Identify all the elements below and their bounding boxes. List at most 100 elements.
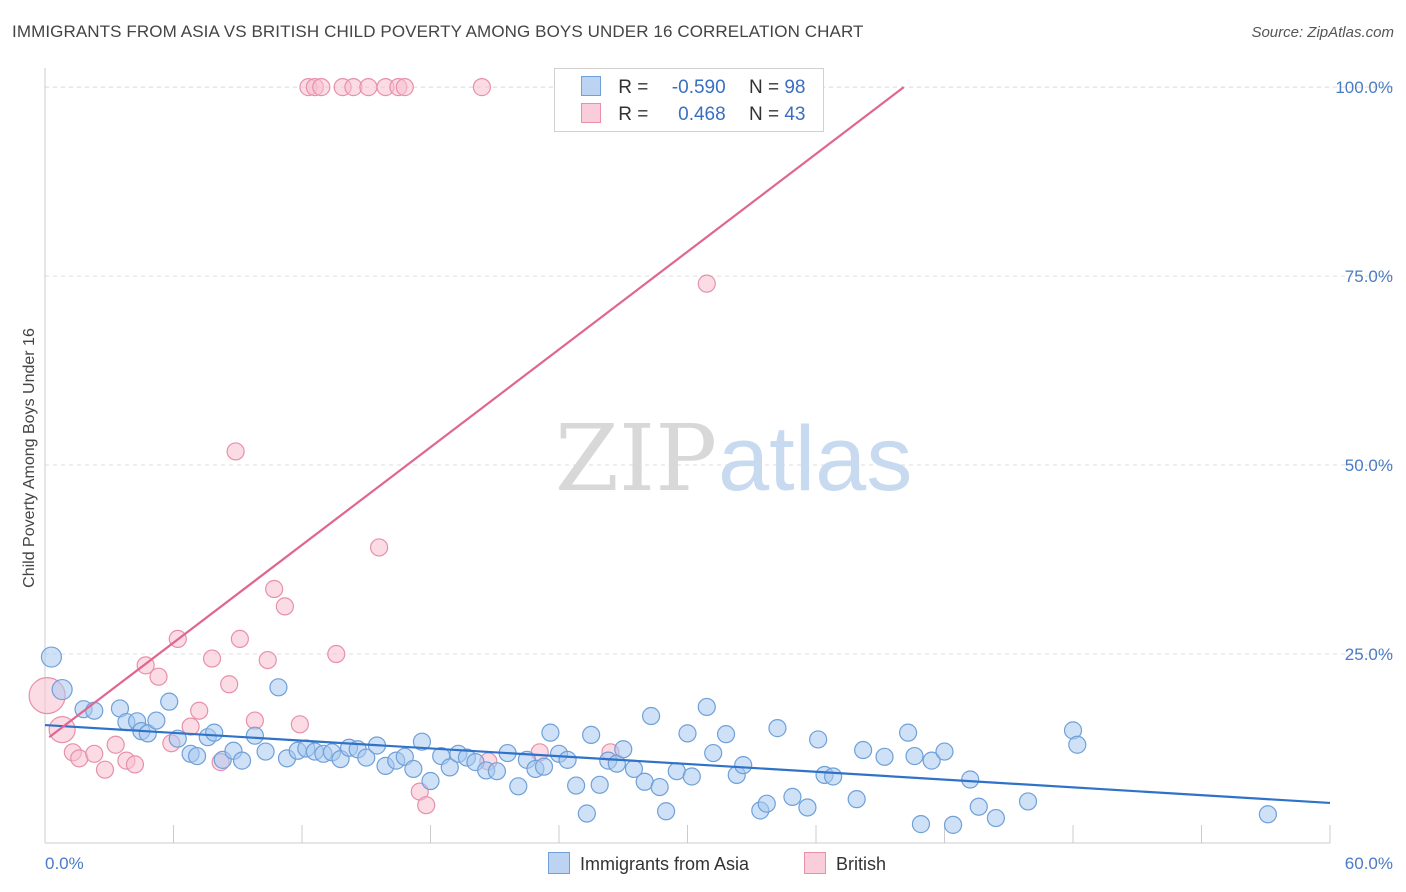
chart-title: IMMIGRANTS FROM ASIA VS BRITISH CHILD PO…	[12, 22, 864, 41]
asia-point	[898, 723, 918, 742]
asia-trend-line	[44, 723, 1331, 805]
asia-point	[487, 762, 506, 781]
asia-point	[783, 787, 802, 806]
legend-n-label: N =	[748, 104, 780, 125]
y-tick-label: 50.0%	[1345, 456, 1393, 475]
asia-point	[582, 725, 601, 745]
asia-point	[541, 723, 560, 742]
british-point	[190, 701, 209, 720]
asia-point	[650, 777, 669, 797]
asia-point	[682, 767, 701, 786]
british-point	[327, 644, 346, 664]
asia-legend-swatch	[548, 852, 570, 874]
legend-row-asia: R = -0.590 N = 98	[581, 76, 805, 100]
asia-swatch	[581, 76, 601, 96]
british-point	[85, 744, 104, 763]
british-point	[697, 274, 716, 293]
asia-point	[757, 794, 776, 813]
asia-point	[85, 701, 104, 720]
asia-point	[854, 740, 873, 760]
british-point	[202, 649, 222, 668]
y-tick-label: 100.0%	[1335, 78, 1393, 97]
british-point	[106, 735, 125, 754]
asia-point	[558, 750, 577, 769]
asia-point	[245, 726, 264, 745]
asia-point	[943, 815, 963, 834]
asia-point	[697, 697, 716, 717]
british-point	[370, 538, 389, 557]
british-point	[359, 78, 378, 97]
asia-point	[160, 692, 179, 711]
trend-lines	[44, 86, 1331, 805]
asia-legend-label: Immigrants from Asia	[580, 854, 750, 874]
asia-point	[905, 746, 924, 766]
legend-n-value: 43	[784, 104, 806, 125]
asia-point	[614, 740, 633, 759]
asia-point	[421, 771, 440, 791]
british-point	[395, 78, 414, 97]
asia-point	[716, 725, 736, 744]
asia-point	[922, 751, 941, 770]
british-point	[258, 650, 277, 670]
legend-r-label: R =	[618, 104, 649, 125]
british-point	[125, 755, 145, 774]
british-point	[95, 760, 115, 779]
asia-point	[969, 797, 988, 816]
asia-point	[147, 711, 166, 730]
asia-point	[509, 777, 528, 796]
legend-r-label: R =	[618, 77, 649, 98]
asia-point	[678, 724, 697, 743]
asia-point	[205, 723, 224, 742]
british-legend-label: British	[836, 854, 887, 874]
axis-labels: 25.0% 50.0% 75.0% 100.0% 0.0% 60.0%	[45, 78, 1393, 873]
british-point	[417, 796, 436, 815]
british-point	[230, 629, 249, 649]
british-legend-swatch	[804, 852, 826, 874]
asia-point	[1018, 792, 1038, 811]
legend-n-value: 98	[784, 77, 806, 98]
data-points	[28, 78, 1277, 834]
asia-point	[911, 815, 931, 834]
source-label: Source: ZipAtlas.com	[1251, 24, 1394, 41]
asia-point	[961, 770, 980, 789]
asia-point	[704, 743, 723, 763]
british-point	[149, 667, 168, 686]
asia-point	[412, 732, 432, 751]
asia-point	[734, 756, 753, 775]
watermark-zip: ZIP	[555, 405, 717, 512]
series-legend-british[interactable]: British	[804, 852, 886, 875]
legend-n-label: N =	[748, 77, 780, 98]
asia-point	[440, 758, 459, 777]
asia-point	[567, 776, 586, 795]
asia-point	[138, 724, 157, 743]
asia-point	[256, 742, 275, 761]
axes	[44, 68, 1331, 844]
asia-point	[809, 730, 828, 749]
asia-point	[641, 706, 661, 726]
asia-point	[534, 757, 554, 776]
british-point	[290, 715, 309, 734]
british-point	[275, 597, 294, 616]
asia-point	[935, 742, 954, 761]
asia-point	[768, 719, 787, 738]
asia-point	[232, 751, 252, 770]
asia-point	[847, 790, 866, 809]
asia-point	[40, 646, 63, 668]
asia-point	[656, 802, 676, 821]
british-point	[220, 675, 239, 694]
correlation-legend: R = -0.590 N = 98 R = 0.468 N = 43	[554, 68, 824, 132]
asia-point	[51, 678, 73, 701]
legend-r-value: -0.590	[671, 77, 726, 98]
asia-point	[357, 748, 376, 767]
legend-row-british: R = 0.468 N = 43	[581, 103, 805, 127]
british-point	[245, 711, 264, 730]
british-point	[265, 579, 284, 599]
y-axis-title: Child Poverty Among Boys Under 16	[21, 328, 38, 588]
asia-point	[986, 808, 1006, 828]
asia-point	[187, 746, 207, 766]
series-legend-asia[interactable]: Immigrants from Asia	[548, 852, 749, 875]
y-tick-label: 75.0%	[1345, 267, 1393, 286]
asia-point	[875, 747, 894, 766]
asia-point	[798, 798, 817, 817]
